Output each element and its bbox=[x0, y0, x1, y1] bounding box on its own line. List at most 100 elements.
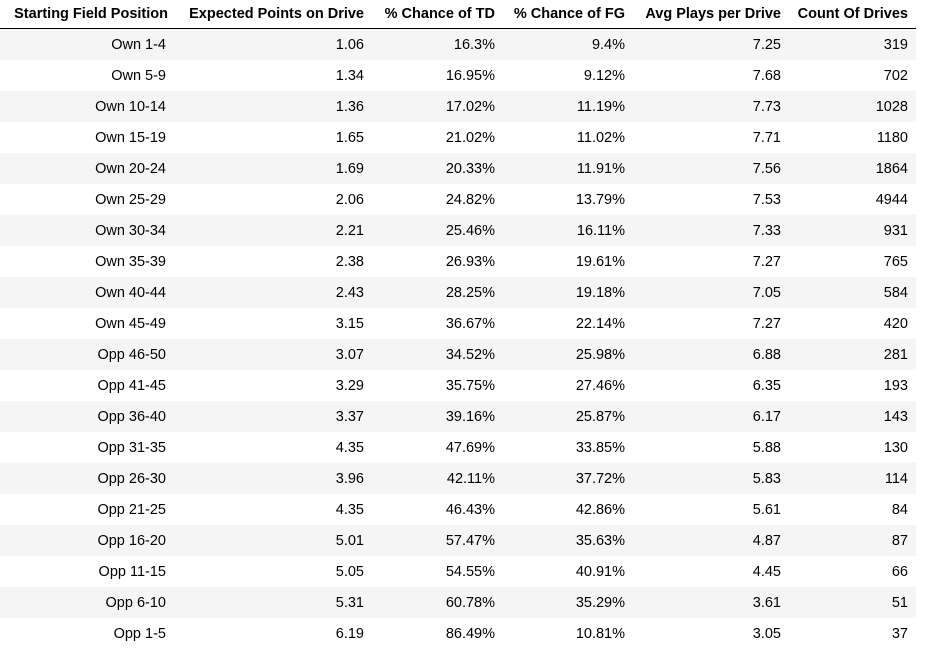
cell-chance-of-td: 57.47% bbox=[445, 532, 495, 549]
cell-avg-plays: 7.25 bbox=[752, 36, 781, 53]
cell-expected-points: 5.31 bbox=[335, 594, 364, 611]
cell-chance-of-td: 34.52% bbox=[445, 346, 495, 363]
table-row: Own 10-14 1.36 17.02% 11.19% 7.73 1028 bbox=[0, 91, 916, 122]
column-header-chance-of-fg: % Chance of FG bbox=[503, 0, 633, 29]
cell-avg-plays: 4.45 bbox=[752, 563, 781, 580]
cell-expected-points: 5.05 bbox=[335, 563, 364, 580]
cell-expected-points: 2.21 bbox=[335, 222, 364, 239]
cell-expected-points: 2.06 bbox=[335, 191, 364, 208]
cell-chance-of-fg: 10.81% bbox=[575, 625, 625, 642]
table-row: Own 40-44 2.43 28.25% 19.18% 7.05 584 bbox=[0, 277, 916, 308]
cell-expected-points: 3.96 bbox=[335, 470, 364, 487]
cell-avg-plays: 7.71 bbox=[752, 129, 781, 146]
cell-avg-plays: 5.61 bbox=[752, 501, 781, 518]
cell-chance-of-fg: 19.18% bbox=[575, 284, 625, 301]
cell-avg-plays: 3.05 bbox=[752, 625, 781, 642]
cell-expected-points: 1.65 bbox=[335, 129, 364, 146]
cell-expected-points: 1.36 bbox=[335, 98, 364, 115]
cell-chance-of-fg: 13.79% bbox=[575, 191, 625, 208]
cell-avg-plays: 4.87 bbox=[752, 532, 781, 549]
cell-count-of-drives: 4944 bbox=[875, 191, 908, 208]
cell-count-of-drives: 84 bbox=[891, 501, 908, 518]
cell-avg-plays: 5.83 bbox=[752, 470, 781, 487]
cell-starting-field-position: Opp 1-5 bbox=[113, 625, 166, 642]
cell-chance-of-td: 24.82% bbox=[445, 191, 495, 208]
cell-chance-of-fg: 40.91% bbox=[575, 563, 625, 580]
table-row: Own 15-19 1.65 21.02% 11.02% 7.71 1180 bbox=[0, 122, 916, 153]
cell-chance-of-fg: 27.46% bbox=[575, 377, 625, 394]
cell-chance-of-td: 20.33% bbox=[445, 160, 495, 177]
table-row: Own 25-29 2.06 24.82% 13.79% 7.53 4944 bbox=[0, 184, 916, 215]
column-header-expected-points: Expected Points on Drive bbox=[178, 0, 372, 29]
cell-starting-field-position: Opp 6-10 bbox=[105, 594, 166, 611]
cell-starting-field-position: Own 15-19 bbox=[95, 129, 166, 146]
cell-expected-points: 1.34 bbox=[335, 67, 364, 84]
cell-chance-of-td: 39.16% bbox=[445, 408, 495, 425]
cell-starting-field-position: Own 35-39 bbox=[95, 253, 166, 270]
table-row: Opp 21-25 4.35 46.43% 42.86% 5.61 84 bbox=[0, 494, 916, 525]
cell-chance-of-fg: 22.14% bbox=[575, 315, 625, 332]
cell-starting-field-position: Own 5-9 bbox=[111, 67, 166, 84]
cell-count-of-drives: 143 bbox=[883, 408, 908, 425]
cell-chance-of-fg: 42.86% bbox=[575, 501, 625, 518]
table-row: Own 1-4 1.06 16.3% 9.4% 7.25 319 bbox=[0, 28, 916, 60]
table-row: Opp 36-40 3.37 39.16% 25.87% 6.17 143 bbox=[0, 401, 916, 432]
column-header-starting-field-position: Starting Field Position bbox=[0, 0, 178, 29]
table-row: Own 5-9 1.34 16.95% 9.12% 7.68 702 bbox=[0, 60, 916, 91]
cell-expected-points: 3.15 bbox=[335, 315, 364, 332]
header-row: Starting Field Position Expected Points o… bbox=[0, 0, 916, 29]
cell-expected-points: 1.06 bbox=[335, 36, 364, 53]
cell-chance-of-fg: 35.29% bbox=[575, 594, 625, 611]
cell-chance-of-fg: 25.87% bbox=[575, 408, 625, 425]
cell-chance-of-fg: 37.72% bbox=[575, 470, 625, 487]
cell-chance-of-td: 16.3% bbox=[453, 36, 495, 53]
table-row: Opp 26-30 3.96 42.11% 37.72% 5.83 114 bbox=[0, 463, 916, 494]
cell-chance-of-fg: 11.19% bbox=[576, 98, 625, 115]
cell-starting-field-position: Opp 31-35 bbox=[97, 439, 166, 456]
cell-starting-field-position: Opp 41-45 bbox=[97, 377, 166, 394]
cell-chance-of-td: 54.55% bbox=[445, 563, 495, 580]
cell-chance-of-td: 21.02% bbox=[445, 129, 495, 146]
cell-starting-field-position: Opp 16-20 bbox=[97, 532, 166, 549]
cell-avg-plays: 7.56 bbox=[752, 160, 781, 177]
cell-chance-of-fg: 9.4% bbox=[591, 36, 625, 53]
cell-count-of-drives: 66 bbox=[891, 563, 908, 580]
cell-count-of-drives: 193 bbox=[883, 377, 908, 394]
cell-expected-points: 2.43 bbox=[335, 284, 364, 301]
cell-expected-points: 4.35 bbox=[335, 501, 364, 518]
cell-chance-of-td: 16.95% bbox=[445, 67, 495, 84]
cell-chance-of-td: 17.02% bbox=[445, 98, 495, 115]
cell-expected-points: 4.35 bbox=[335, 439, 364, 456]
cell-count-of-drives: 1028 bbox=[875, 98, 908, 115]
cell-count-of-drives: 37 bbox=[891, 625, 908, 642]
cell-avg-plays: 7.68 bbox=[752, 67, 781, 84]
cell-expected-points: 3.37 bbox=[335, 408, 364, 425]
cell-chance-of-td: 36.67% bbox=[445, 315, 495, 332]
cell-starting-field-position: Own 10-14 bbox=[95, 98, 166, 115]
cell-count-of-drives: 130 bbox=[883, 439, 908, 456]
cell-chance-of-fg: 25.98% bbox=[575, 346, 625, 363]
cell-count-of-drives: 584 bbox=[883, 284, 908, 301]
cell-expected-points: 5.01 bbox=[335, 532, 364, 549]
cell-expected-points: 3.29 bbox=[335, 377, 364, 394]
cell-starting-field-position: Opp 21-25 bbox=[97, 501, 166, 518]
cell-chance-of-fg: 19.61% bbox=[575, 253, 625, 270]
table-row: Opp 6-10 5.31 60.78% 35.29% 3.61 51 bbox=[0, 587, 916, 618]
cell-chance-of-td: 26.93% bbox=[445, 253, 495, 270]
cell-count-of-drives: 765 bbox=[883, 253, 908, 270]
column-header-chance-of-td: % Chance of TD bbox=[372, 0, 503, 29]
cell-starting-field-position: Own 30-34 bbox=[95, 222, 166, 239]
cell-count-of-drives: 702 bbox=[883, 67, 908, 84]
cell-starting-field-position: Own 45-49 bbox=[95, 315, 166, 332]
cell-expected-points: 3.07 bbox=[335, 346, 364, 363]
cell-chance-of-td: 47.69% bbox=[445, 439, 495, 456]
table-row: Opp 1-5 6.19 86.49% 10.81% 3.05 37 bbox=[0, 618, 916, 649]
cell-chance-of-fg: 11.91% bbox=[576, 160, 625, 177]
cell-chance-of-td: 28.25% bbox=[445, 284, 495, 301]
table-row: Opp 41-45 3.29 35.75% 27.46% 6.35 193 bbox=[0, 370, 916, 401]
cell-avg-plays: 7.27 bbox=[752, 315, 781, 332]
table-row: Opp 46-50 3.07 34.52% 25.98% 6.88 281 bbox=[0, 339, 916, 370]
cell-chance-of-fg: 9.12% bbox=[583, 67, 625, 84]
table-header: Starting Field Position Expected Points o… bbox=[0, 0, 916, 29]
cell-expected-points: 6.19 bbox=[335, 625, 364, 642]
